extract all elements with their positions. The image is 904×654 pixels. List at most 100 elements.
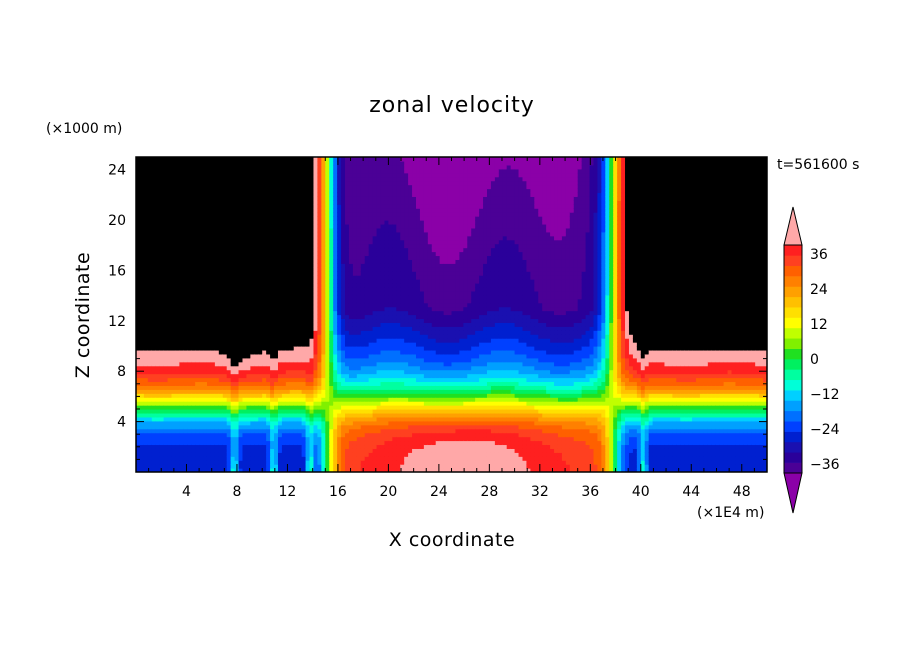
field-cell (293, 322, 299, 327)
field-cell (258, 385, 263, 390)
field-cell (226, 405, 232, 410)
field-cell (254, 330, 259, 335)
field-cell (187, 397, 192, 402)
field-cell (348, 283, 354, 288)
field-cell (270, 220, 275, 225)
field-cell (218, 306, 224, 312)
field-cell (139, 428, 145, 434)
field-cell (309, 192, 315, 197)
field-cell (143, 468, 149, 472)
field-cell (345, 389, 350, 394)
field-cell (203, 424, 208, 430)
field-cell (250, 326, 255, 331)
field-cell (329, 164, 334, 170)
field-cell (151, 267, 157, 272)
field-cell (372, 361, 378, 367)
field-cell (309, 286, 315, 292)
field-cell (285, 220, 291, 225)
field-cell (274, 405, 279, 410)
field-cell (317, 373, 322, 379)
field-cell (309, 279, 315, 284)
field-cell (175, 188, 180, 194)
field-cell (305, 275, 311, 280)
field-cell (175, 326, 180, 331)
field-cell (337, 409, 342, 414)
field-cell (360, 223, 366, 229)
field-cell (151, 216, 157, 221)
field-cell (376, 373, 382, 379)
field-cell (313, 405, 319, 410)
field-cell (191, 314, 196, 320)
field-cell (167, 196, 173, 201)
field-cell (281, 452, 287, 457)
field-cell (226, 263, 232, 268)
field-cell (183, 349, 188, 355)
field-cell (305, 346, 311, 351)
field-cell (313, 444, 319, 449)
field-cell (167, 373, 173, 379)
field-cell (317, 338, 322, 343)
field-cell (277, 223, 283, 229)
field-cell (293, 424, 299, 430)
field-cell (163, 420, 169, 426)
field-cell (305, 322, 311, 327)
field-cell (348, 393, 354, 398)
field-cell (297, 416, 303, 422)
field-cell (206, 294, 212, 300)
field-cell (143, 231, 149, 237)
field-cell (337, 456, 342, 461)
field-cell (297, 444, 303, 449)
field-cell (309, 247, 315, 253)
field-cell (313, 223, 319, 229)
field-cell (187, 188, 192, 194)
field-cell (151, 424, 157, 430)
field-cell (258, 405, 263, 410)
field-cell (262, 342, 267, 347)
field-cell (372, 369, 378, 375)
field-cell (206, 432, 212, 438)
field-cell (218, 353, 224, 359)
field-cell (301, 208, 307, 213)
field-cell (163, 444, 169, 449)
field-cell (317, 290, 322, 296)
field-cell (364, 409, 370, 414)
field-cell (262, 432, 267, 438)
field-cell (195, 353, 200, 359)
field-cell (360, 464, 366, 469)
field-cell (341, 168, 346, 174)
field-cell (277, 164, 283, 170)
field-cell (167, 220, 173, 225)
field-cell (274, 235, 279, 241)
field-cell (289, 188, 295, 194)
field-cell (206, 393, 212, 398)
field-cell (262, 220, 267, 225)
field-cell (317, 279, 322, 284)
field-cell (274, 216, 279, 221)
field-cell (242, 405, 248, 410)
field-cell (163, 180, 169, 186)
field-cell (234, 188, 240, 194)
field-cell (270, 302, 275, 308)
field-cell (266, 235, 271, 241)
field-cell (293, 188, 299, 194)
field-cell (238, 357, 244, 363)
field-cell (246, 322, 251, 327)
field-cell (297, 208, 303, 213)
field-cell (356, 369, 362, 375)
field-cell (187, 369, 192, 375)
field-cell (333, 306, 338, 312)
field-cell (285, 283, 291, 288)
field-cell (246, 460, 251, 465)
field-cell (218, 239, 224, 245)
field-cell (191, 385, 196, 390)
field-cell (199, 432, 204, 438)
field-cell (301, 251, 307, 257)
field-cell (258, 176, 263, 182)
field-cell (147, 172, 153, 178)
field-cell (376, 420, 382, 426)
field-cell (368, 188, 374, 194)
field-cell (246, 255, 251, 260)
field-cell (345, 468, 350, 472)
field-cell (301, 279, 307, 284)
field-cell (179, 283, 184, 288)
